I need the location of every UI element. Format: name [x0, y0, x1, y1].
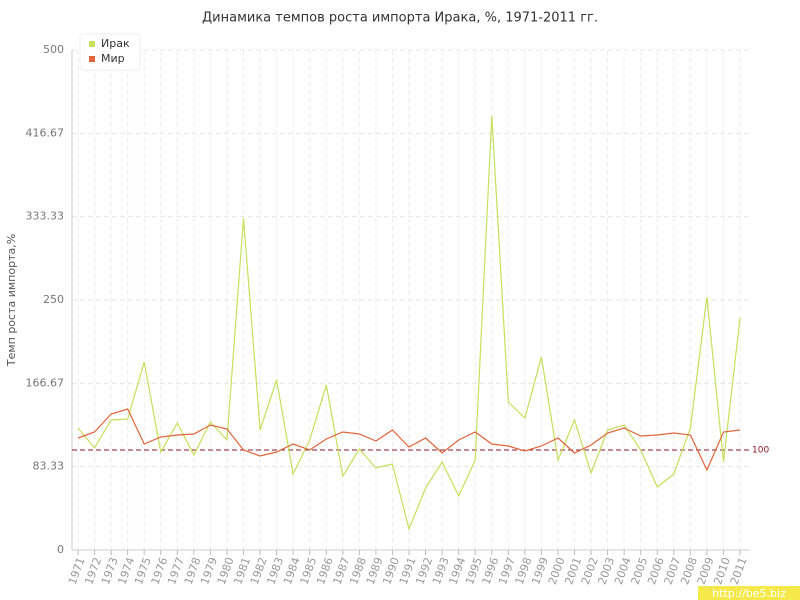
reference-label: 100: [752, 446, 769, 456]
y-tick-label: 83.33: [33, 460, 65, 473]
y-tick-label: 416.67: [26, 126, 65, 139]
series-line: [77, 115, 741, 531]
legend-label: Мир: [101, 52, 125, 65]
series-line: [77, 408, 741, 472]
legend-swatch: [89, 56, 95, 62]
y-tick-label: 500: [43, 43, 64, 56]
legend: Ирак Мир: [79, 33, 141, 71]
y-tick-label: 166.67: [26, 376, 65, 389]
legend-swatch: [89, 41, 95, 47]
y-tick-label: 250: [43, 293, 64, 306]
y-axis-label: Темп роста импорта,%: [5, 234, 18, 367]
y-tick-label: 333.33: [26, 210, 65, 223]
y-tick-label: 0: [57, 543, 64, 556]
watermark-box: [698, 586, 800, 600]
chart-title: Динамика темпов роста импорта Ирака, %, …: [202, 11, 598, 26]
legend-label: Ирак: [101, 37, 130, 50]
watermark: http://be5.biz: [712, 587, 786, 600]
